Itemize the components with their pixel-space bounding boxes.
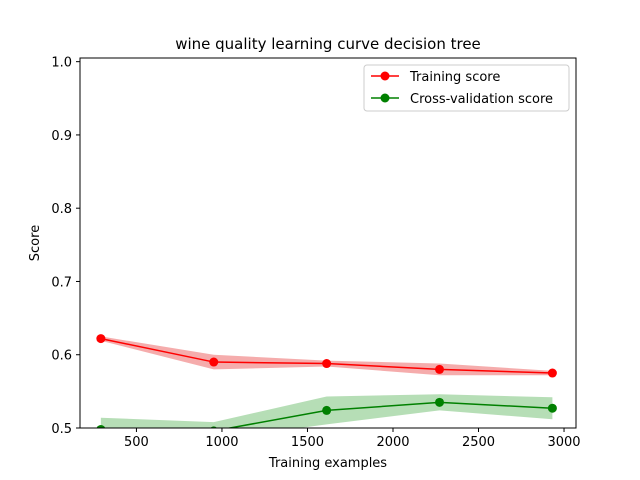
y-axis-ticks: 0.5 0.6 0.7 0.8 0.9 1.0 — [51, 56, 80, 437]
training-score-point — [547, 368, 557, 378]
cv-score-point — [96, 424, 106, 428]
series-lines — [96, 334, 557, 428]
training-score-point — [322, 359, 332, 369]
x-axis-label: Training examples — [268, 456, 387, 471]
legend-cv-marker — [380, 93, 390, 103]
x-tick-label: 500 — [124, 435, 149, 450]
x-axis-ticks: 500 1000 1500 2000 2500 3000 — [124, 428, 581, 450]
x-tick-label: 2000 — [376, 435, 409, 450]
y-tick-label: 0.5 — [51, 422, 72, 437]
x-tick-label: 1500 — [291, 435, 324, 450]
training-score-point — [209, 357, 219, 367]
plot-frame — [79, 57, 577, 429]
cv-score-point — [322, 405, 332, 415]
legend-training-label: Training score — [409, 70, 500, 85]
y-tick-label: 1.0 — [51, 56, 72, 71]
chart-title: wine quality learning curve decision tre… — [175, 35, 481, 53]
x-tick-label: 1000 — [205, 435, 238, 450]
training-score-band — [100, 336, 553, 376]
cv-score-point — [435, 397, 445, 407]
training-score-point — [96, 334, 106, 344]
y-tick-label: 0.9 — [51, 129, 72, 144]
legend-cv-label: Cross-validation score — [410, 92, 553, 107]
y-axis-label: Score — [28, 225, 43, 261]
training-score-point — [435, 364, 445, 374]
legend-box — [363, 64, 570, 112]
x-tick-label: 2500 — [462, 435, 495, 450]
legend: Training score Cross-validation score — [363, 64, 570, 112]
y-tick-label: 0.6 — [51, 349, 72, 364]
cv-score-point — [547, 403, 557, 413]
x-tick-label: 3000 — [547, 435, 580, 450]
legend-training-marker — [380, 71, 390, 81]
y-tick-label: 0.8 — [51, 202, 72, 217]
y-tick-label: 0.7 — [51, 275, 72, 290]
